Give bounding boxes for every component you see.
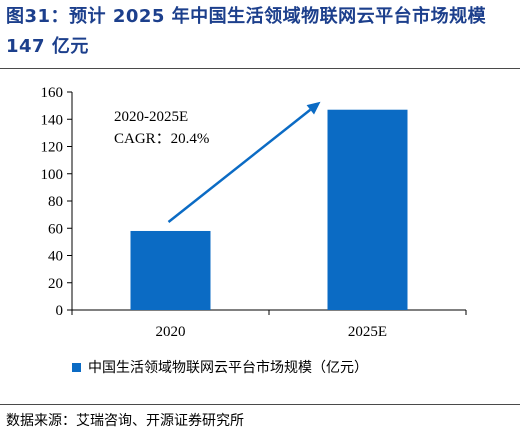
y-tick-label: 0 xyxy=(56,303,64,319)
legend-swatch xyxy=(72,362,81,372)
legend: 中国生活领域物联网云平台市场规模（亿元） xyxy=(72,357,368,377)
cagr-value-label: CAGR：20.4% xyxy=(114,131,209,147)
y-tick-label: 160 xyxy=(41,85,64,101)
source-note: 数据来源：艾瑞咨询、开源证券研究所 xyxy=(6,413,244,429)
cagr-period-label: 2020-2025E xyxy=(114,109,188,125)
x-tick-label: 2020 xyxy=(156,324,186,340)
legend-label: 中国生活领域物联网云平台市场规模（亿元） xyxy=(88,360,368,376)
y-tick-label: 40 xyxy=(48,249,63,265)
bar-2020 xyxy=(130,230,211,310)
y-tick-label: 140 xyxy=(41,112,64,128)
y-tick-label: 80 xyxy=(48,194,63,210)
top-rule xyxy=(0,68,520,69)
y-tick-label: 60 xyxy=(48,221,63,237)
bar-chart: 0 20 40 60 80 100 120 140 160 2020 2025E 2020-2025… xyxy=(41,85,467,340)
y-tick-label: 100 xyxy=(41,167,64,183)
growth-arrow xyxy=(167,108,312,223)
y-tick-label: 120 xyxy=(41,140,64,156)
x-tick-label: 2025E xyxy=(348,324,387,340)
chart-title: 图31：预计 2025 年中国生活领域物联网云平台市场规模 147 亿元 xyxy=(6,6,487,57)
y-tick-label: 20 xyxy=(48,276,63,292)
growth-arrowhead xyxy=(306,101,321,115)
bar-2025e xyxy=(327,109,408,311)
bottom-rule xyxy=(0,404,520,405)
